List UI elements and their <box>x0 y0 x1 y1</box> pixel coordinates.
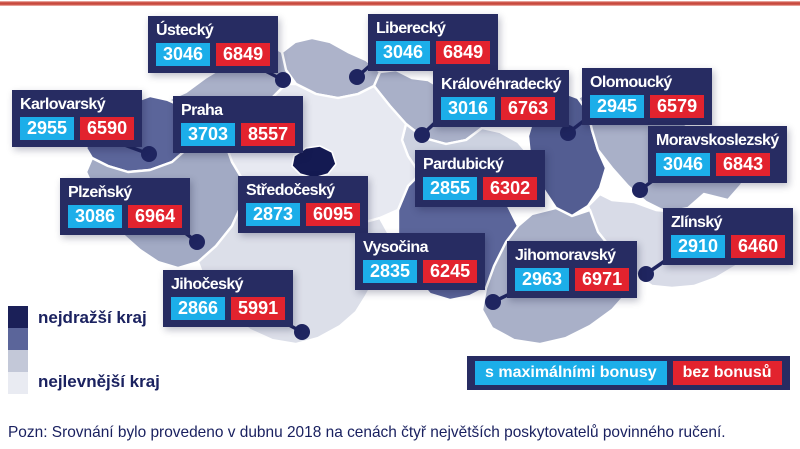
region-label-zlinsky: Zlínský 2910 6460 <box>663 208 794 265</box>
region-label-kralovehradecky: Královéhradecký 3016 6763 <box>433 70 569 127</box>
key-without-bonus-badge: bez bonusů <box>672 361 782 385</box>
scale-swatch-dark <box>8 328 28 350</box>
with-bonus-value: 3086 <box>68 205 123 228</box>
region-name: Plzeňský <box>68 184 132 201</box>
without-bonus-value: 6460 <box>731 235 786 258</box>
scale-swatch-light <box>8 350 28 372</box>
without-bonus-value: 6849 <box>436 41 491 64</box>
region-name: Praha <box>181 102 223 119</box>
with-bonus-value: 3016 <box>441 97 496 120</box>
with-bonus-value: 2855 <box>423 177 478 200</box>
region-label-moravskoslezsky: Moravskoslezský 3046 6843 <box>648 126 787 183</box>
region-name: Liberecký <box>376 20 446 37</box>
with-bonus-value: 2945 <box>590 95 645 118</box>
region-name: Moravskoslezský <box>656 132 779 149</box>
without-bonus-value: 6763 <box>501 97 556 120</box>
with-bonus-value: 2955 <box>20 117 75 140</box>
region-label-plzensky: Plzeňský 3086 6964 <box>60 178 191 235</box>
without-bonus-value: 6964 <box>128 205 183 228</box>
without-bonus-value: 6302 <box>483 177 538 200</box>
region-label-vysocina: Vysočina 2835 6245 <box>355 233 486 290</box>
price-key-box: s maximálními bonusy bez bonusů <box>467 356 790 390</box>
without-bonus-value: 6095 <box>306 203 361 226</box>
without-bonus-value: 6971 <box>575 268 630 291</box>
color-scale-bar <box>8 306 28 394</box>
region-label-jihocesky: Jihočeský 2866 5991 <box>163 270 294 327</box>
without-bonus-value: 8557 <box>241 123 296 146</box>
region-name: Královéhradecký <box>441 76 562 93</box>
scale-swatch-lightest <box>8 372 28 394</box>
with-bonus-value: 3046 <box>656 153 711 176</box>
region-label-pardubicky: Pardubický 2855 6302 <box>415 150 546 207</box>
region-name: Karlovarský <box>20 96 106 113</box>
legend-most-expensive-label: nejdražší kraj <box>38 308 147 327</box>
without-bonus-value: 5991 <box>231 297 286 320</box>
key-with-bonus-badge: s maximálními bonusy <box>475 361 667 385</box>
region-label-karlovarsky: Karlovarský 2955 6590 <box>12 90 143 147</box>
region-name: Pardubický <box>423 156 504 173</box>
with-bonus-value: 2963 <box>515 268 570 291</box>
region-label-jihomoravsky: Jihomoravský 2963 6971 <box>507 241 638 298</box>
region-label-stredocesky: Středočeský 2873 6095 <box>238 176 369 233</box>
without-bonus-value: 6245 <box>423 260 478 283</box>
with-bonus-value: 2835 <box>363 260 418 283</box>
region-name: Jihočeský <box>171 276 244 293</box>
with-bonus-value: 2873 <box>246 203 301 226</box>
region-name: Středočeský <box>246 182 335 199</box>
region-name: Jihomoravský <box>515 247 616 264</box>
with-bonus-value: 2910 <box>671 235 726 258</box>
region-name: Olomoucký <box>590 74 672 91</box>
region-name: Vysočina <box>363 239 428 256</box>
region-label-liberecky: Liberecký 3046 6849 <box>368 14 499 71</box>
with-bonus-value: 3046 <box>376 41 431 64</box>
legend-cheapest-label: nejlevnější kraj <box>38 372 160 391</box>
footnote: Pozn: Srovnání bylo provedeno v dubnu 20… <box>8 424 726 441</box>
without-bonus-value: 6849 <box>216 43 271 66</box>
region-label-ustecky: Ústecký 3046 6849 <box>148 16 279 73</box>
with-bonus-value: 3046 <box>156 43 211 66</box>
without-bonus-value: 6579 <box>650 95 705 118</box>
top-divider-line <box>0 1 800 6</box>
with-bonus-value: 2866 <box>171 297 226 320</box>
map-region-praha <box>291 145 337 179</box>
region-label-praha: Praha 3703 8557 <box>173 96 304 153</box>
scale-swatch-darkest <box>8 306 28 328</box>
without-bonus-value: 6590 <box>80 117 135 140</box>
region-label-olomoucky: Olomoucký 2945 6579 <box>582 68 713 125</box>
without-bonus-value: 6843 <box>716 153 771 176</box>
region-name: Zlínský <box>671 214 723 231</box>
with-bonus-value: 3703 <box>181 123 236 146</box>
region-name: Ústecký <box>156 22 214 39</box>
